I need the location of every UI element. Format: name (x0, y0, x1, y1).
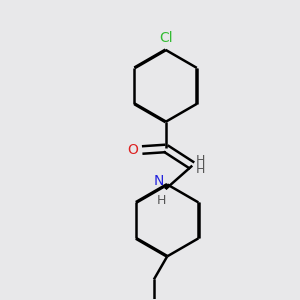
Text: H: H (195, 154, 205, 166)
Text: H: H (195, 163, 205, 176)
Text: N: N (154, 173, 164, 188)
Text: H: H (157, 194, 167, 207)
Text: O: O (128, 143, 138, 157)
Text: Cl: Cl (159, 31, 172, 45)
